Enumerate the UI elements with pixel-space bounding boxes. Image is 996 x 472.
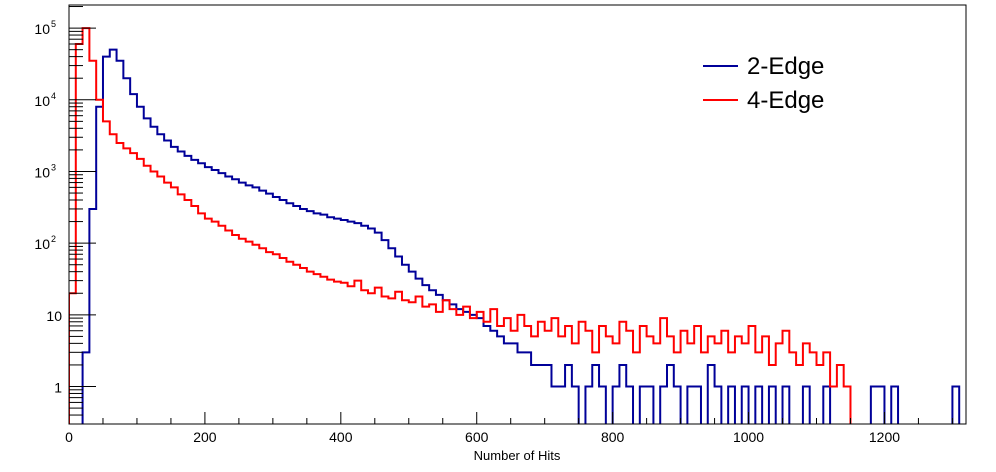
y-tick-label: 10 [46, 308, 62, 324]
y-tick-label-exponent: 3 [51, 162, 56, 172]
y-tick-label: 10 [34, 164, 50, 180]
legend-label-4-edge: 4-Edge [747, 87, 824, 114]
x-tick-label: 1200 [869, 429, 900, 445]
x-tick-label: 400 [329, 429, 353, 445]
y-tick-label-exponent: 2 [51, 234, 56, 244]
y-tick-label-exponent: 4 [51, 91, 56, 101]
y-tick-label: 1 [54, 380, 62, 396]
y-tick-label: 10 [34, 21, 50, 37]
series-2-edge-line [81, 48, 961, 424]
series-4-edge-line [69, 27, 852, 424]
x-axis-label: Number of Hits [474, 448, 561, 463]
series-layer [69, 27, 961, 424]
x-tick-label: 200 [193, 429, 217, 445]
y-tick-label: 10 [34, 236, 50, 252]
x-tick-label: 1000 [733, 429, 764, 445]
legend-label-2-edge: 2-Edge [747, 53, 824, 80]
y-tick-label: 10 [34, 93, 50, 109]
x-tick-label: 0 [65, 429, 73, 445]
plot-frame [68, 4, 967, 425]
y-tick-label-exponent: 5 [51, 19, 56, 29]
x-tick-label: 800 [601, 429, 625, 445]
x-tick-label: 600 [465, 429, 489, 445]
legend: 2-Edge 4-Edge [703, 53, 824, 114]
